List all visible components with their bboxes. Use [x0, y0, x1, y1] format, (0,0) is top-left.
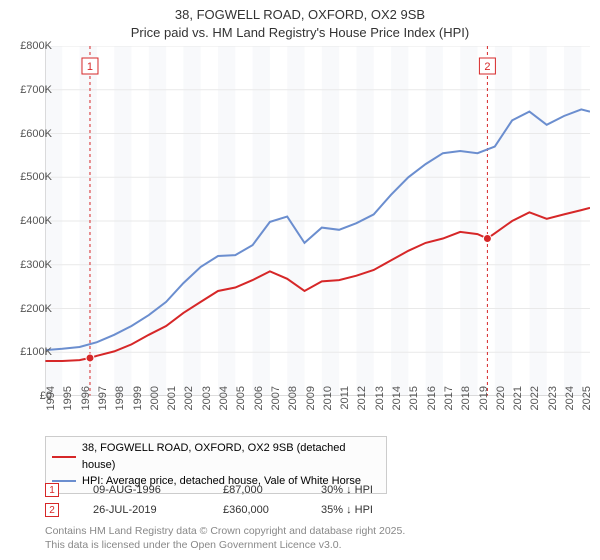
x-tick-label: 2024	[564, 386, 576, 418]
x-tick-label: 1996	[80, 386, 92, 418]
x-tick-label: 2011	[339, 386, 351, 418]
x-tick-label: 2012	[356, 386, 368, 418]
marker-number-icon: 1	[45, 483, 59, 497]
y-tick-label: £500K	[7, 171, 52, 183]
footer-attribution: Contains HM Land Registry data © Crown c…	[45, 524, 585, 552]
x-tick-label: 2025	[581, 386, 593, 418]
title-line-2: Price paid vs. HM Land Registry's House …	[0, 24, 600, 42]
legend-item-price-paid: 38, FOGWELL ROAD, OXFORD, OX2 9SB (detac…	[52, 440, 380, 473]
x-tick-label: 2000	[149, 386, 161, 418]
y-tick-label: £300K	[7, 259, 52, 271]
x-tick-label: 2001	[166, 386, 178, 418]
sale-delta: 35% ↓ HPI	[321, 504, 373, 516]
sale-price: £87,000	[223, 484, 287, 496]
x-tick-label: 2019	[478, 386, 490, 418]
x-tick-label: 1999	[132, 386, 144, 418]
y-tick-label: £200K	[7, 303, 52, 315]
sale-delta: 30% ↓ HPI	[321, 484, 373, 496]
x-tick-label: 2008	[287, 386, 299, 418]
sale-row-1: 1 09-AUG-1996 £87,000 30% ↓ HPI	[45, 480, 590, 500]
x-tick-label: 2005	[235, 386, 247, 418]
x-tick-label: 2015	[408, 386, 420, 418]
y-tick-label: £100K	[7, 346, 52, 358]
x-tick-label: 2004	[218, 386, 230, 418]
sale-marker-rows: 1 09-AUG-1996 £87,000 30% ↓ HPI 2 26-JUL…	[45, 480, 590, 520]
sale-date: 26-JUL-2019	[93, 504, 189, 516]
x-tick-label: 2017	[443, 386, 455, 418]
y-tick-label: £400K	[7, 215, 52, 227]
x-tick-label: 1994	[45, 386, 57, 418]
footer-line-1: Contains HM Land Registry data © Crown c…	[45, 524, 585, 538]
x-tick-label: 2021	[512, 386, 524, 418]
marker-number-icon: 2	[45, 503, 59, 517]
y-tick-label: £600K	[7, 128, 52, 140]
x-tick-label: 1997	[97, 386, 109, 418]
x-tick-label: 2002	[183, 386, 195, 418]
sale-price: £360,000	[223, 504, 287, 516]
x-tick-label: 2018	[460, 386, 472, 418]
x-tick-label: 2016	[426, 386, 438, 418]
x-tick-label: 2010	[322, 386, 334, 418]
x-tick-label: 2020	[495, 386, 507, 418]
sale-date: 09-AUG-1996	[93, 484, 189, 496]
svg-text:1: 1	[87, 61, 93, 73]
legend-swatch-icon	[52, 456, 76, 458]
footer-line-2: This data is licensed under the Open Gov…	[45, 538, 585, 552]
x-tick-label: 2023	[547, 386, 559, 418]
line-chart: 12	[45, 46, 590, 396]
chart-area: 12	[45, 46, 590, 396]
x-tick-label: 2022	[529, 386, 541, 418]
x-tick-label: 2006	[253, 386, 265, 418]
x-tick-label: 2007	[270, 386, 282, 418]
title-line-1: 38, FOGWELL ROAD, OXFORD, OX2 9SB	[0, 6, 600, 24]
sale-row-2: 2 26-JUL-2019 £360,000 35% ↓ HPI	[45, 500, 590, 520]
y-tick-label: £700K	[7, 84, 52, 96]
x-tick-label: 1995	[62, 386, 74, 418]
svg-text:2: 2	[484, 61, 490, 73]
legend-label: 38, FOGWELL ROAD, OXFORD, OX2 9SB (detac…	[82, 440, 380, 473]
x-tick-label: 2014	[391, 386, 403, 418]
x-tick-label: 1998	[114, 386, 126, 418]
x-tick-label: 2009	[305, 386, 317, 418]
chart-title-block: 38, FOGWELL ROAD, OXFORD, OX2 9SB Price …	[0, 0, 600, 44]
x-tick-label: 2013	[374, 386, 386, 418]
x-tick-label: 2003	[201, 386, 213, 418]
y-tick-label: £800K	[7, 40, 52, 52]
